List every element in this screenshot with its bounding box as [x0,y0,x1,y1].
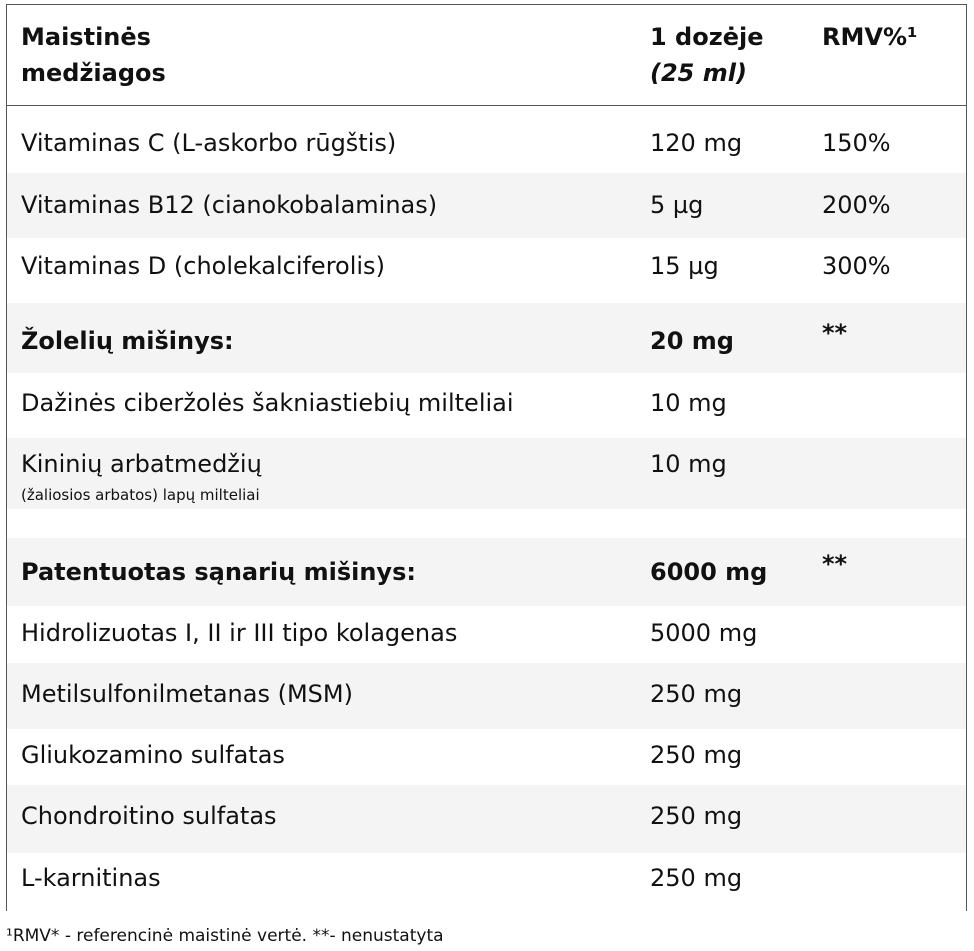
row-band [7,373,966,438]
nutrient-name: Žolelių mišinys: [21,327,234,355]
nutrient-name: Gliukozamino sulfatas [21,741,285,769]
row-band [7,173,966,238]
amount: 250 mg [650,741,743,769]
footnote: ¹RMV* - referencinė maistinė vertė. **- … [6,926,444,946]
nutrient-name: Kininių arbatmedžių [21,450,262,478]
row-band [7,663,966,729]
amount: 10 mg [650,389,727,417]
header-cell: medžiagos [21,59,166,87]
row-band [7,785,966,853]
row-band [7,106,966,173]
nutrient-name: Hidrolizuotas I, II ir III tipo kolagena… [21,619,458,647]
row-band [7,438,966,509]
header-cell: RMV%¹ [822,23,918,51]
row-band [7,729,966,785]
nutrient-name: Metilsulfonilmetanas (MSM) [21,680,353,708]
amount: 15 µg [650,252,719,280]
row-band [7,538,966,606]
row-band [7,238,966,303]
amount: 5 µg [650,191,704,219]
row-band [7,303,966,373]
row-band [7,606,966,663]
amount: 250 mg [650,680,743,708]
nutrient-name: Dažinės ciberžolės šakniastiebių milteli… [21,389,514,417]
rmv: ** [822,550,848,578]
amount: 250 mg [650,802,743,830]
rmv: 300% [822,252,891,280]
rmv: 150% [822,129,891,157]
nutrient-name: Chondroitino sulfatas [21,802,277,830]
amount: 250 mg [650,864,743,892]
amount: 120 mg [650,129,743,157]
header-cell: Maistinės [21,23,151,51]
header-divider [7,105,966,106]
header-cell: (25 ml) [650,59,747,87]
nutrient-name: Vitaminas C (L-askorbo rūgštis) [21,129,397,157]
nutrient-subname: (žaliosios arbatos) lapų milteliai [21,486,260,504]
rmv: ** [822,319,848,347]
amount: 10 mg [650,450,727,478]
amount: 20 mg [650,327,734,355]
nutrition-table: Maistinės medžiagos 1 dozėje (25 ml) RMV%¹ Vi… [6,4,967,913]
header-cell: 1 dozėje [650,23,764,51]
row-band [7,853,966,913]
nutrient-name: L-karnitinas [21,864,161,892]
amount: 6000 mg [650,558,768,586]
nutrient-name: Vitaminas D (cholekalciferolis) [21,252,385,280]
rmv: 200% [822,191,891,219]
nutrient-name: Vitaminas B12 (cianokobalaminas) [21,191,438,219]
nutrient-name: Patentuotas sąnarių mišinys: [21,558,416,586]
amount: 5000 mg [650,619,758,647]
